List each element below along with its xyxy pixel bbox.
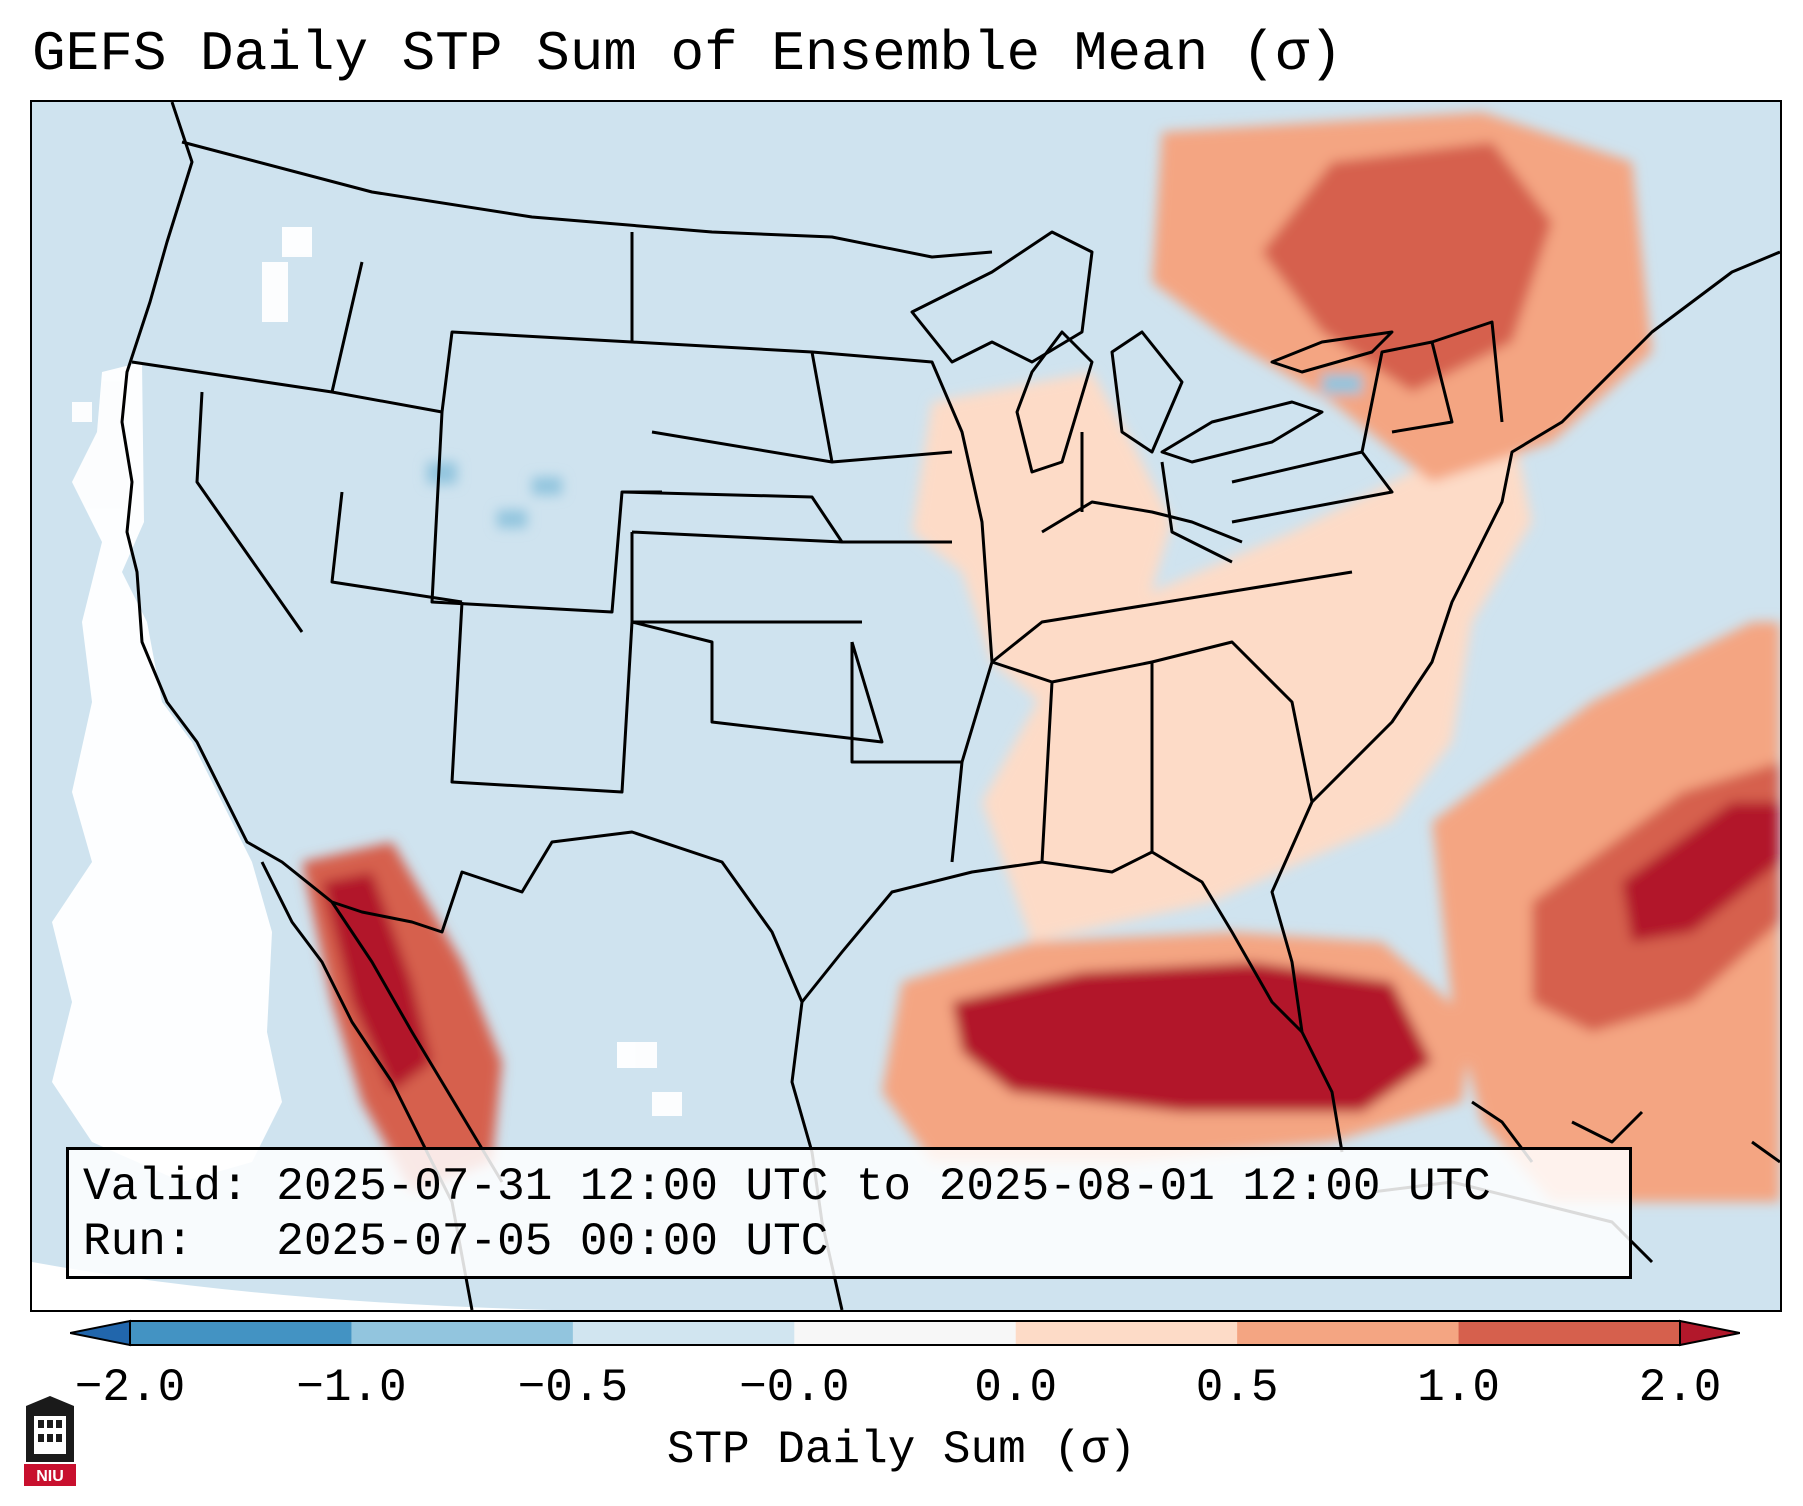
front-range-neg-1 xyxy=(427,462,457,484)
colorbar-bin xyxy=(1237,1321,1460,1345)
colorbar-extend-high xyxy=(1679,1319,1740,1347)
colorbar-bin xyxy=(572,1321,795,1345)
ny-neg xyxy=(1322,374,1362,394)
colorbar-bin xyxy=(1015,1321,1238,1345)
colorbar-bin xyxy=(130,1321,352,1345)
run-value: 2025-07-05 00:00 UTC xyxy=(276,1216,829,1268)
colorbar-bins xyxy=(130,1321,1681,1345)
map-panel xyxy=(30,100,1782,1312)
valid-run-infobox: Valid: 2025-07-31 12:00 UTC to 2025-08-0… xyxy=(66,1147,1632,1279)
colorbar-tick-label: −0.5 xyxy=(517,1362,629,1414)
colorbar-bin xyxy=(351,1321,574,1345)
colorbar-tick-label: −1.0 xyxy=(296,1362,407,1414)
quebec-ontario-region xyxy=(1262,142,1552,392)
map-svg xyxy=(32,102,1780,1310)
valid-label: Valid: xyxy=(83,1161,249,1213)
colorbar-tick-label: −0.0 xyxy=(739,1362,850,1414)
colorbar-extend-low xyxy=(70,1319,131,1347)
chart-title: GEFS Daily STP Sum of Ensemble Mean (σ) xyxy=(32,22,1343,86)
western-atlantic-core xyxy=(1622,802,1780,942)
colorbar-bin xyxy=(794,1321,1017,1345)
colorbar-tick-label: 0.5 xyxy=(1195,1362,1279,1414)
gulf-of-mexico-region xyxy=(952,962,1432,1112)
colorbar-tick-label: −2.0 xyxy=(74,1362,186,1414)
colorbar-tick-label: 0.0 xyxy=(974,1362,1058,1414)
colorbar xyxy=(70,1319,1740,1347)
upper-midwest-region xyxy=(912,372,1172,712)
valid-value: 2025-07-31 12:00 UTC to 2025-08-01 12:00… xyxy=(276,1161,1491,1213)
colorbar-tick-label: 2.0 xyxy=(1638,1362,1722,1414)
front-range-neg-3 xyxy=(497,510,527,528)
run-label: Run: xyxy=(83,1216,194,1268)
niu-logo: NIU xyxy=(24,1396,76,1486)
colorbar-label: STP Daily Sum (σ) xyxy=(666,1424,1137,1476)
svg-text:NIU: NIU xyxy=(36,1468,64,1485)
colorbar-outline xyxy=(129,1320,1681,1346)
front-range-neg-2 xyxy=(532,477,562,495)
southeast-us-region xyxy=(982,422,1532,942)
domain-edge xyxy=(32,1262,552,1310)
colorbar-bin xyxy=(1458,1321,1681,1345)
pacific-offshore-region xyxy=(52,227,682,1182)
colorbar-tick-label: 1.0 xyxy=(1417,1362,1500,1414)
